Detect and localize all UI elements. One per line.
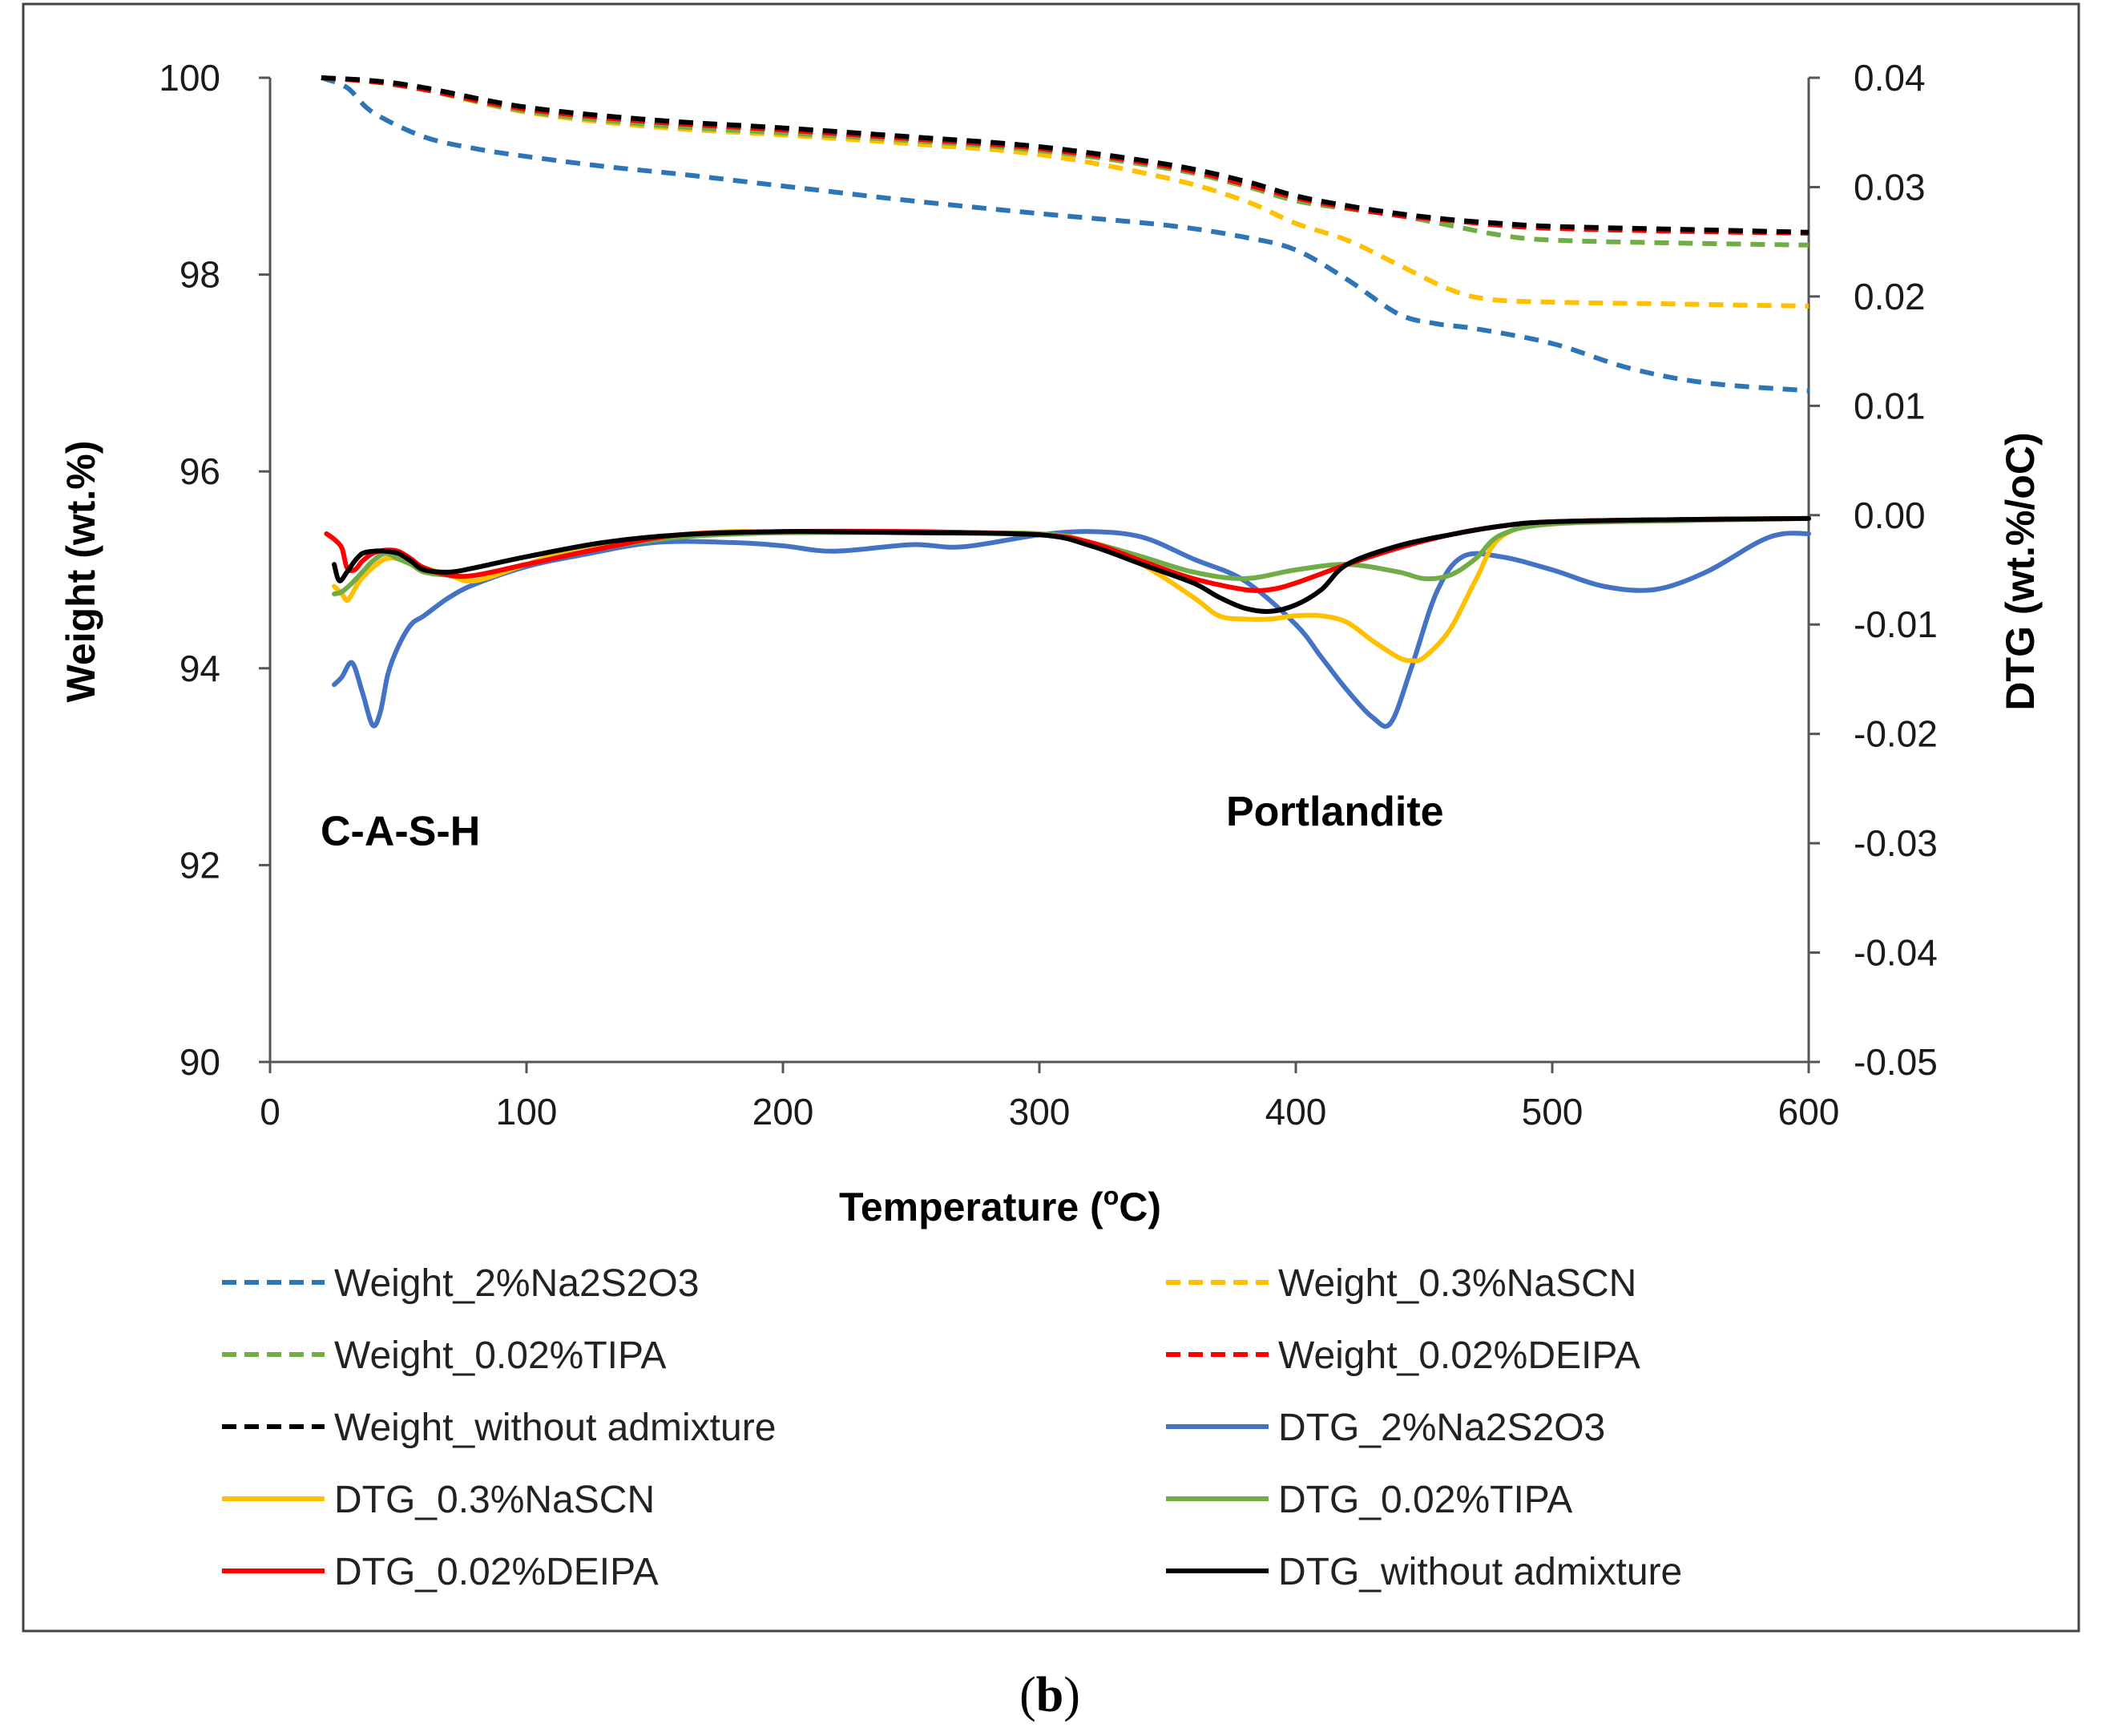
- caption-close: ): [1063, 1668, 1080, 1722]
- annotation-portlandite: Portlandite: [1226, 789, 1444, 835]
- y-right-tick-label: 0.02: [1854, 276, 1926, 317]
- y-right-tick-label: 0.03: [1854, 166, 1926, 208]
- legend-label: DTG_2%Na2S2O3: [1278, 1407, 1605, 1449]
- x-tick-label: 100: [496, 1091, 558, 1132]
- x-tick-label: 400: [1265, 1091, 1327, 1132]
- x-tick-label: 200: [752, 1091, 814, 1132]
- legend-label: Weight_without admixture: [334, 1407, 776, 1449]
- y-right-tick-label: 0.04: [1854, 57, 1926, 99]
- chart-frame: [22, 2, 2080, 1633]
- x-axis-title: Temperature (oC): [839, 1181, 1161, 1229]
- y-right-tick-label: -0.03: [1854, 822, 1938, 864]
- legend-label: DTG_0.3%NaSCN: [334, 1479, 655, 1521]
- y-left-tick-label: 100: [159, 57, 220, 99]
- y-left-tick-label: 94: [180, 648, 220, 689]
- caption-open: (: [1019, 1668, 1036, 1722]
- series-line-weight-without-admixture: [321, 75, 1809, 235]
- series-line-weight-0-3-nascn: [321, 75, 1809, 309]
- y-left-tick-label: 96: [180, 450, 220, 492]
- legend-label: DTG_0.02%DEIPA: [334, 1551, 659, 1593]
- annotation-layer: C-A-S-H Portlandite: [321, 789, 1444, 855]
- caption-letter: b: [1036, 1668, 1063, 1722]
- y-axis-right-title: DTG (wt.%/oC): [1998, 432, 2043, 710]
- series-line-weight-2-na2s2o3: [320, 75, 1809, 394]
- legend-label: Weight_0.3%NaSCN: [1278, 1262, 1636, 1305]
- legend-label: Weight_2%Na2S2O3: [334, 1262, 699, 1305]
- y-right-tick-label: -0.05: [1854, 1041, 1938, 1083]
- x-axis-title-text: Temperature (: [839, 1185, 1103, 1229]
- y-right-tick-label: 0.00: [1854, 495, 1926, 536]
- y-right-tick-label: 0.01: [1854, 385, 1926, 426]
- x-tick-label: 600: [1778, 1091, 1840, 1132]
- x-axis-title-end: C): [1119, 1185, 1161, 1229]
- annotation-c-a-s-h: C-A-S-H: [321, 808, 480, 854]
- x-tick-label: 0: [260, 1091, 280, 1132]
- legend-label: DTG_without admixture: [1278, 1551, 1682, 1593]
- x-tick-label: 500: [1522, 1091, 1584, 1132]
- legend-label: Weight_0.02%DEIPA: [1278, 1334, 1640, 1377]
- x-axis-title-superscript: o: [1103, 1181, 1120, 1210]
- legend-label: Weight_0.02%TIPA: [334, 1334, 666, 1377]
- axes: 0 100 200 300 400 500 600 90 92 94 96 98 100 -0.05 -0.…: [159, 57, 1938, 1132]
- y-axis-left-title: Weight (wt.%): [58, 441, 103, 703]
- y-left-tick-label: 98: [180, 254, 220, 296]
- y-right-tick-label: -0.01: [1854, 604, 1938, 645]
- y-left-tick-label: 92: [180, 844, 220, 886]
- y-right-tick-label: -0.04: [1854, 932, 1938, 974]
- series-line-dtg-without-admixture: [332, 515, 1811, 614]
- legend: Weight_2%Na2S2O3 Weight_0.3%NaSCN Weight_0…: [222, 1262, 1682, 1593]
- y-left-tick-label: 90: [180, 1041, 220, 1083]
- series-layer: [320, 75, 1811, 729]
- legend-label: DTG_0.02%TIPA: [1278, 1479, 1572, 1521]
- y-right-tick-label: -0.02: [1854, 713, 1938, 755]
- x-tick-label: 300: [1009, 1091, 1071, 1132]
- figure-caption: (b): [1019, 1668, 1080, 1722]
